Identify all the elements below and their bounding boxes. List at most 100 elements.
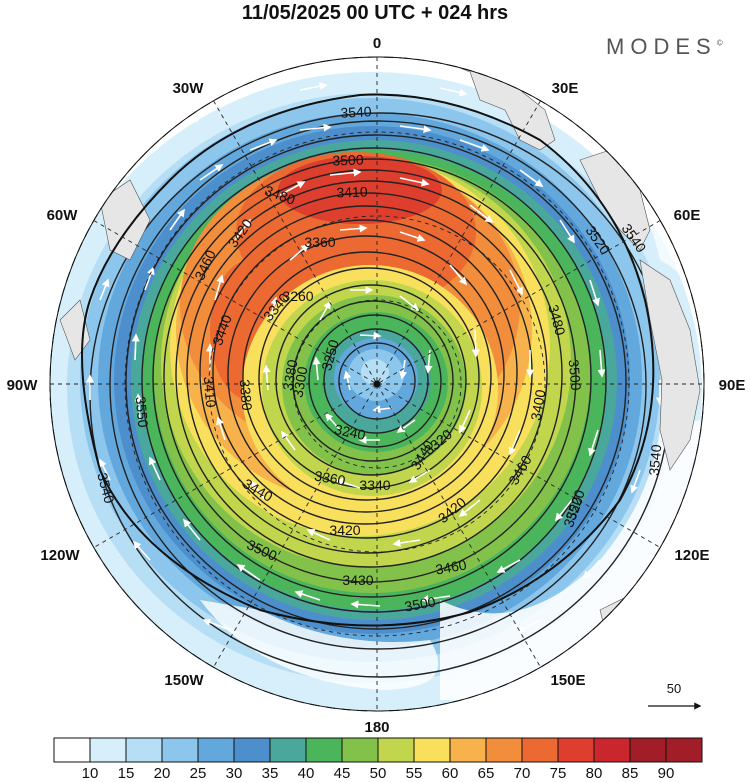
colorbar-label: 60: [442, 765, 459, 782]
contour-label-37: 3300: [289, 365, 310, 399]
lon-label-120w: 120W: [40, 547, 80, 564]
outer-contour: [81, 93, 655, 627]
wind-vectors: [86, 82, 664, 633]
lon-label-0: 0: [373, 35, 381, 52]
contour-label-18: 3360: [313, 467, 347, 488]
contour-label-8: 3400: [527, 388, 548, 422]
contour-label-14: 3430: [342, 572, 373, 588]
contour-label-13: 3460: [434, 556, 468, 577]
colorbar-swatch: [269, 737, 307, 763]
colorbar-label: 55: [406, 765, 423, 782]
colorbar-swatch: [665, 737, 703, 763]
colorbar-label: 65: [478, 765, 495, 782]
lon-label-180: 180: [364, 719, 389, 736]
contour-label-34: 3250: [318, 338, 342, 372]
contour-label-text: 3500: [566, 359, 585, 392]
colorbar: 10 15 20 25 30 35 40 45 50 55 60 65 70 75 80 85 90: [53, 737, 703, 782]
contour-label-3: 3410: [336, 183, 368, 200]
contour-label-text: 3340: [359, 477, 390, 493]
pole-marker: [373, 380, 381, 388]
colorbar-label: 85: [622, 765, 639, 782]
brand-mark: ©: [716, 38, 723, 48]
colorbar-swatch: [449, 737, 487, 763]
colorbar-label: 15: [118, 765, 135, 782]
colorbar-label: 80: [586, 765, 603, 782]
lon-label-90e: 90E: [719, 377, 746, 394]
contour-label-text: 3300: [289, 365, 310, 399]
brand-logo: MODES©: [606, 34, 723, 60]
colorbar-swatch: [305, 737, 343, 763]
contour-label-text: 3430: [342, 572, 373, 588]
contour-label-23: 3500: [403, 593, 437, 614]
contour-label-text: 3540: [340, 103, 372, 121]
contour-label-15: 3420: [329, 522, 360, 538]
colorbar-label: 35: [262, 765, 279, 782]
contour-label-1: 3500: [332, 151, 364, 168]
lon-label-30w: 30W: [173, 80, 205, 97]
lon-label-60w: 60W: [47, 207, 79, 224]
contour-label-text: 3540: [646, 444, 665, 477]
lon-label-90w: 90W: [7, 377, 39, 394]
colorbar-swatch: [557, 737, 595, 763]
contour-label-26: 3550: [133, 396, 152, 429]
colorbar-label: 90: [658, 765, 675, 782]
contour-label-36: 3380: [279, 358, 300, 392]
lon-label-150e: 150E: [550, 672, 585, 689]
lon-label-60e: 60E: [674, 207, 701, 224]
contour-label-text: 3550: [133, 396, 152, 429]
colorbar-swatch: [125, 737, 163, 763]
lon-label-30e: 30E: [552, 80, 579, 97]
colorbar-swatch: [377, 737, 415, 763]
colorbar-swatch: [161, 737, 199, 763]
contour-label-35: 3380: [237, 379, 256, 412]
colorbar-label: 75: [550, 765, 567, 782]
contour-label-33: 3260: [282, 288, 313, 304]
contour-label-text: 3500: [332, 151, 364, 168]
contour-label-text: 3460: [434, 556, 468, 577]
graticule: [50, 57, 704, 711]
contour-label-text: 3380: [237, 379, 256, 412]
contour-label-text: 3260: [282, 288, 313, 304]
colorbar-swatch: [53, 737, 91, 763]
map-title: 11/05/2025 00 UTC + 024 hrs: [241, 2, 509, 24]
colorbar-swatch: [233, 737, 271, 763]
colorbar-swatch: [629, 737, 667, 763]
colorbar-label: 25: [190, 765, 207, 782]
contour-label-text: 3410: [201, 376, 220, 409]
colorbar-swatch: [341, 737, 379, 763]
colorbar-label: 70: [514, 765, 531, 782]
brand-text: MODES: [606, 34, 717, 59]
contour-label-7: 3500: [566, 359, 585, 392]
colorbar-label: 10: [82, 765, 99, 782]
contour-label-6: 3480: [545, 303, 569, 337]
contour-label-text: 3250: [318, 338, 342, 372]
colorbar-label: 40: [298, 765, 315, 782]
lon-label-150w: 150W: [164, 672, 204, 689]
contour-label-text: 3400: [527, 388, 548, 422]
contour-label-0: 3540: [340, 103, 372, 121]
contour-label-text: 3500: [403, 593, 437, 614]
colorbar-swatch: [89, 737, 127, 763]
contour-label-text: 3240: [333, 421, 367, 443]
contour-label-20: 3240: [333, 421, 367, 443]
longitude-labels: 0 30E 60E 90E 120E 150E 180 150W 120W 90…: [7, 35, 746, 736]
colorbar-swatch: [197, 737, 235, 763]
colorbar-swatch: [521, 737, 559, 763]
colorbar-swatch: [593, 737, 631, 763]
lon-label-120e: 120E: [674, 547, 709, 564]
colorbar-label: 20: [154, 765, 171, 782]
vector-reference: 50: [648, 681, 702, 710]
contour-label-text: 3540: [94, 471, 118, 505]
contour-label-11: 3540: [646, 444, 665, 477]
colorbar-swatch: [485, 737, 523, 763]
contour-label-text: 3410: [336, 183, 368, 200]
contour-label-text: 3380: [279, 358, 300, 392]
contour-label-17: 3340: [359, 477, 390, 493]
colorbar-label: 50: [370, 765, 387, 782]
map-boundary-dashed: [49, 56, 705, 712]
contour-label-31: 3360: [304, 234, 335, 250]
contour-label-text: 3360: [304, 234, 335, 250]
colorbar-label: 45: [334, 765, 351, 782]
contour-label-27: 3410: [201, 376, 220, 409]
